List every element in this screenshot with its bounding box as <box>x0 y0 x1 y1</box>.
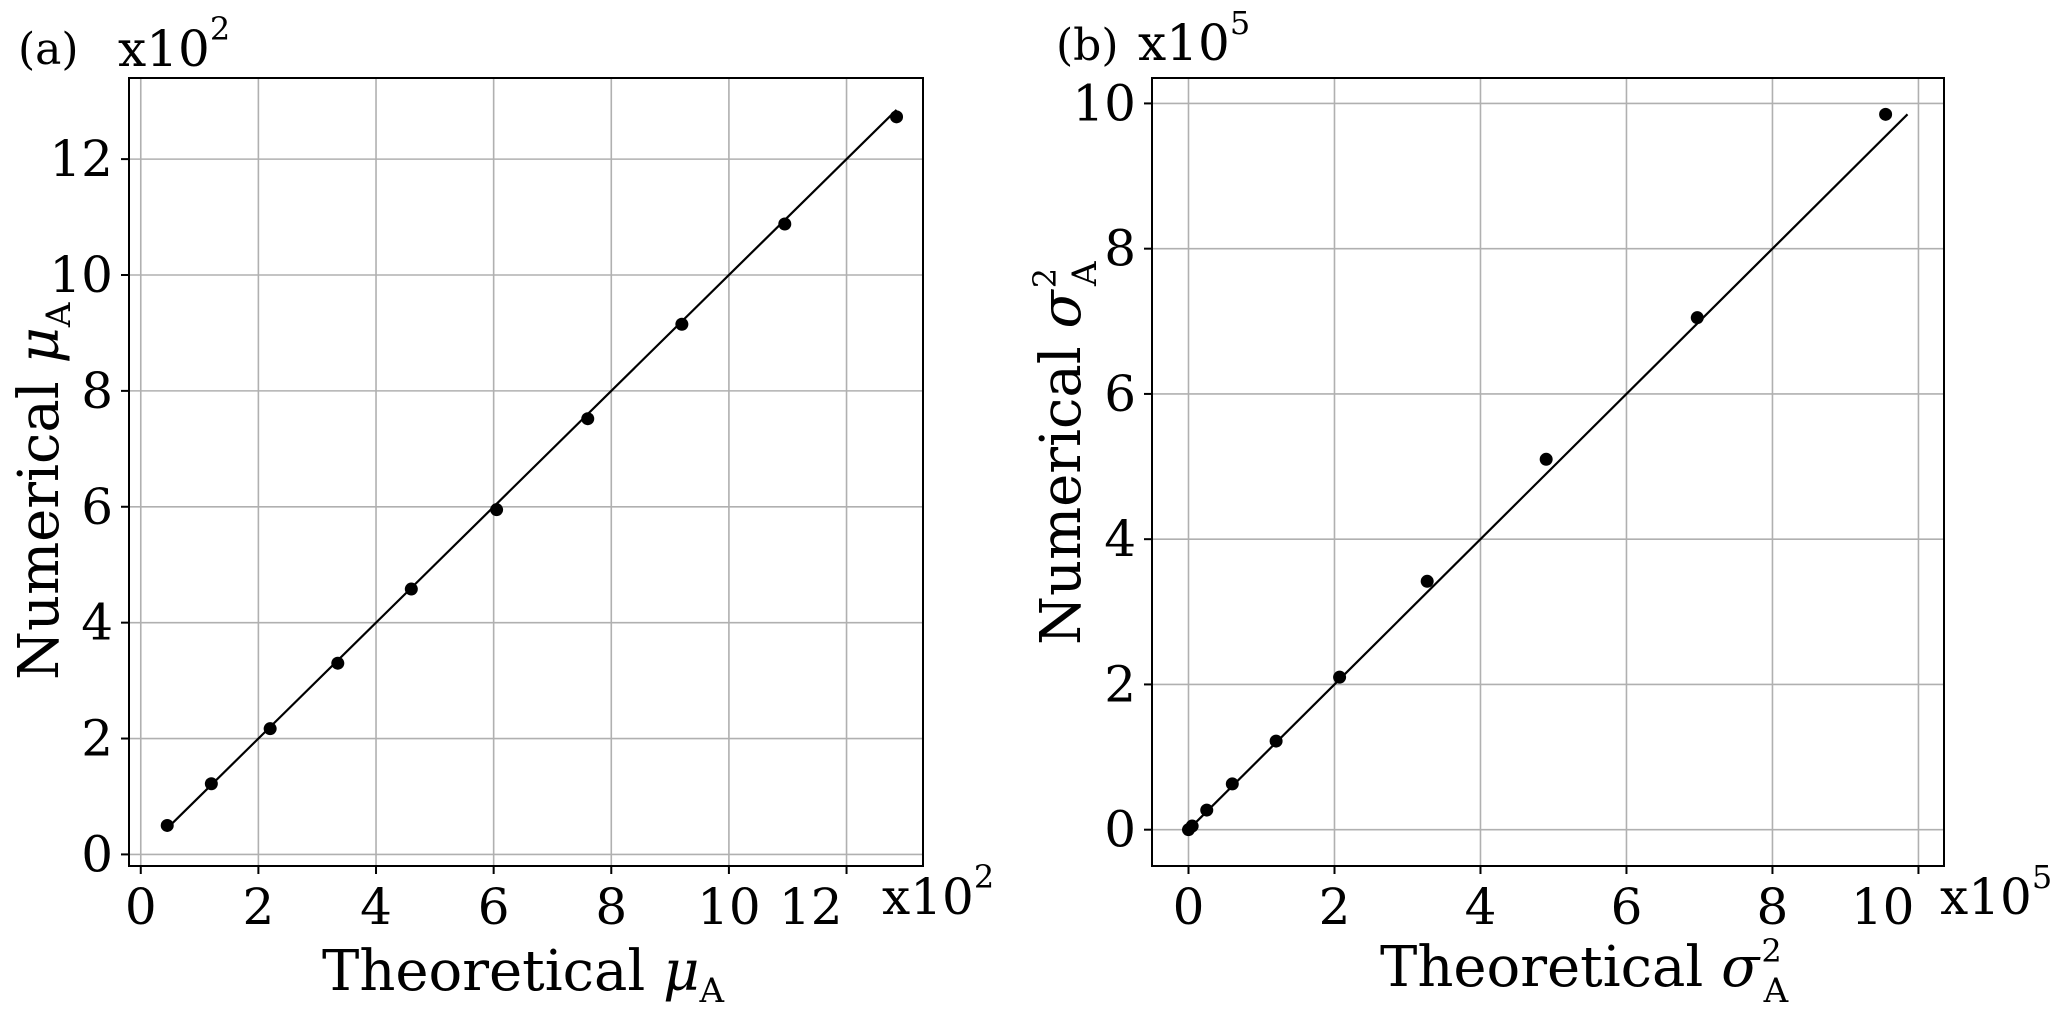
panel-b-y-ticks: 0 2 4 6 8 10 <box>1072 74 1152 859</box>
x-tick-label: 2 <box>242 878 274 936</box>
data-point <box>331 656 345 670</box>
y-tick-label: 0 <box>1104 801 1136 859</box>
panel-a-label: (a) <box>18 24 79 75</box>
panel-a-y-ticks: 0 2 4 6 8 10 12 <box>49 130 129 883</box>
x-tick-label: 2 <box>1319 878 1351 936</box>
y-tick-label: 0 <box>81 825 113 883</box>
data-point <box>1200 803 1214 817</box>
panel-a-x-label: Theoretical μA <box>322 939 724 1011</box>
panel-a-y-multiplier: x102 <box>118 10 230 78</box>
data-point <box>778 217 792 231</box>
x-tick-label: 4 <box>1465 878 1497 936</box>
panel-b-y-label: Numerical σ2A <box>1026 261 1105 645</box>
data-point <box>1225 777 1239 791</box>
panel-a: (a) x102 0 2 4 6 8 10 12 0 2 4 6 8 10 12 x102 Theore… <box>7 10 994 1011</box>
panel-a-grid <box>129 78 923 866</box>
data-point <box>263 722 277 736</box>
panel-a-fit-line <box>166 109 898 830</box>
data-point <box>1539 452 1553 466</box>
panel-b-grid <box>1152 78 1944 866</box>
data-point <box>1690 311 1704 325</box>
panel-a-y-label: Numerical μA <box>7 302 79 680</box>
y-tick-label: 2 <box>1104 655 1136 713</box>
panel-b-label: (b) <box>1056 20 1119 71</box>
y-tick-label: 8 <box>1104 220 1136 278</box>
panel-a-points <box>160 110 904 832</box>
data-point <box>1269 734 1283 748</box>
panel-a-x-multiplier: x102 <box>882 858 994 926</box>
y-tick-label: 8 <box>81 362 113 420</box>
x-tick-label: 8 <box>1757 878 1789 936</box>
panel-b-x-multiplier: x105 <box>1940 858 2052 926</box>
fit-line <box>1187 113 1909 831</box>
y-tick-label: 6 <box>81 478 113 536</box>
panel-a-x-ticks: 0 2 4 6 8 10 12 <box>125 866 848 936</box>
data-point <box>675 317 689 331</box>
panel-b-x-label: Theoretical σ2 A <box>1380 932 1789 1011</box>
x-tick-label: 12 <box>779 878 843 936</box>
panel-b-points <box>1181 107 1893 837</box>
x-tick-label: 10 <box>697 878 761 936</box>
data-point <box>160 818 174 832</box>
panel-b-x-ticks: 0 2 4 6 8 10 <box>1173 866 1920 936</box>
panel-b-y-multiplier: x105 <box>1138 4 1250 72</box>
x-tick-label: 0 <box>1173 878 1205 936</box>
data-point <box>1420 574 1434 588</box>
y-tick-label: 4 <box>1104 510 1136 568</box>
y-tick-label: 6 <box>1104 365 1136 423</box>
data-point <box>490 503 504 517</box>
x-tick-label: 0 <box>125 878 157 936</box>
x-tick-label: 8 <box>595 878 627 936</box>
data-point <box>204 777 218 791</box>
y-tick-label: 4 <box>81 594 113 652</box>
y-tick-label: 12 <box>49 130 113 188</box>
y-tick-label: 10 <box>1072 74 1136 132</box>
x-tick-label: 10 <box>1851 878 1915 936</box>
x-tick-label: 4 <box>360 878 392 936</box>
panel-b: (b) x105 0 2 4 6 8 10 0 2 4 6 8 10 x105 Theoretica… <box>1026 4 2052 1011</box>
x-tick-label: 6 <box>1611 878 1643 936</box>
panel-b-fit-line <box>1187 113 1909 831</box>
panel-b-frame <box>1151 77 1945 867</box>
data-point <box>404 582 418 596</box>
data-point <box>890 110 904 124</box>
fit-line <box>166 109 898 830</box>
data-point <box>1333 670 1347 684</box>
data-point <box>1879 107 1893 121</box>
y-tick-label: 2 <box>81 710 113 768</box>
data-point <box>1185 819 1199 833</box>
data-point <box>581 412 595 426</box>
panel-a-frame <box>128 77 924 867</box>
y-tick-label: 10 <box>49 246 113 304</box>
x-tick-label: 6 <box>478 878 510 936</box>
